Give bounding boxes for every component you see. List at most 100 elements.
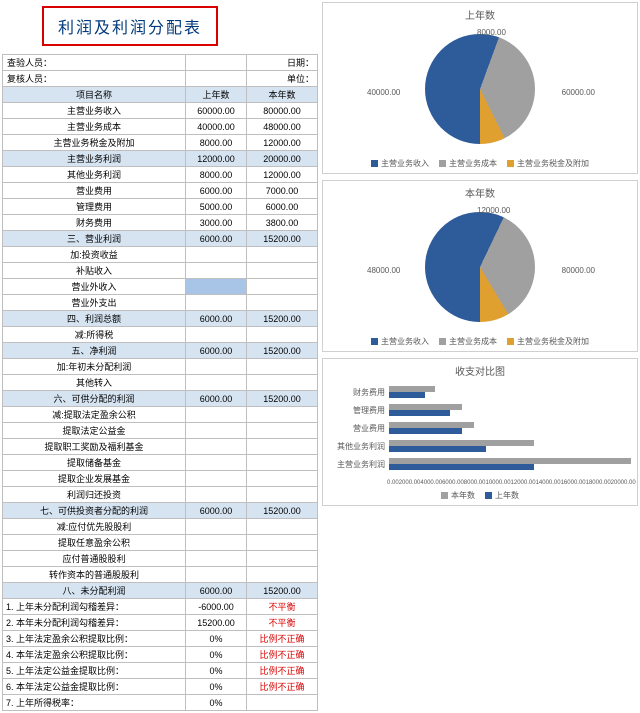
- row-prev[interactable]: [186, 519, 247, 535]
- table-row: 利润归还投资: [3, 487, 318, 503]
- report-title: 利润及利润分配表: [42, 6, 218, 46]
- col-prev: 上年数: [186, 87, 247, 103]
- row-prev[interactable]: [186, 439, 247, 455]
- row-prev[interactable]: 6000.00: [186, 183, 247, 199]
- bar-prev: [389, 410, 450, 416]
- row-curr[interactable]: [246, 263, 317, 279]
- row-curr[interactable]: [246, 423, 317, 439]
- row-curr[interactable]: [246, 359, 317, 375]
- row-curr[interactable]: 48000.00: [246, 119, 317, 135]
- table-row: 七、可供投资者分配的利润6000.0015200.00: [3, 503, 318, 519]
- row-curr[interactable]: [246, 471, 317, 487]
- check-val: 0%: [186, 663, 247, 679]
- check-val: 0%: [186, 695, 247, 711]
- row-prev[interactable]: [186, 535, 247, 551]
- row-curr[interactable]: [246, 247, 317, 263]
- row-prev[interactable]: [186, 487, 247, 503]
- bar-label: 财务费用: [329, 387, 389, 398]
- row-curr[interactable]: [246, 295, 317, 311]
- row-prev[interactable]: 12000.00: [186, 151, 247, 167]
- row-curr[interactable]: [246, 439, 317, 455]
- row-prev[interactable]: 40000.00: [186, 119, 247, 135]
- row-curr[interactable]: 15200.00: [246, 583, 317, 599]
- row-curr[interactable]: 3800.00: [246, 215, 317, 231]
- bar-panel: 收支对比图 财务费用管理费用营业费用其他业务利润主营业务利润 0.002000.…: [322, 358, 638, 506]
- row-curr[interactable]: [246, 551, 317, 567]
- row-label: 其他业务利润: [3, 167, 186, 183]
- check-row: 1. 上年未分配利润勾稽差异：-6000.00不平衡: [3, 599, 318, 615]
- check-row: 7. 上年所得税率：0%: [3, 695, 318, 711]
- table-row: 提取职工奖励及福利基金: [3, 439, 318, 455]
- row-prev[interactable]: 6000.00: [186, 343, 247, 359]
- unit-label: 单位：: [246, 71, 317, 87]
- row-curr[interactable]: 12000.00: [246, 135, 317, 151]
- row-prev[interactable]: 60000.00: [186, 103, 247, 119]
- row-prev[interactable]: [186, 247, 247, 263]
- row-prev[interactable]: [186, 263, 247, 279]
- check-label: 4. 本年法定盈余公积提取比例：: [3, 647, 186, 663]
- row-prev[interactable]: 5000.00: [186, 199, 247, 215]
- row-prev[interactable]: 6000.00: [186, 583, 247, 599]
- row-curr[interactable]: [246, 487, 317, 503]
- row-prev[interactable]: 8000.00: [186, 135, 247, 151]
- row-prev[interactable]: [186, 327, 247, 343]
- table-row: 四、利润总额6000.0015200.00: [3, 311, 318, 327]
- row-prev[interactable]: 6000.00: [186, 391, 247, 407]
- pie-curr-dl0: 80000.00: [562, 266, 595, 275]
- row-prev[interactable]: [186, 423, 247, 439]
- row-label: 管理费用: [3, 199, 186, 215]
- check-note: [246, 695, 317, 711]
- table-row: 转作资本的普通股股利: [3, 567, 318, 583]
- row-prev[interactable]: 6000.00: [186, 231, 247, 247]
- check-val: 0%: [186, 647, 247, 663]
- bar-label: 主营业务利润: [329, 459, 389, 470]
- row-prev[interactable]: [186, 407, 247, 423]
- row-curr[interactable]: [246, 407, 317, 423]
- bar-prev: [389, 428, 462, 434]
- row-curr[interactable]: 15200.00: [246, 391, 317, 407]
- row-prev[interactable]: 3000.00: [186, 215, 247, 231]
- auditor-value[interactable]: [186, 55, 247, 71]
- row-label: 提取法定公益金: [3, 423, 186, 439]
- row-prev[interactable]: [186, 295, 247, 311]
- row-prev[interactable]: [186, 359, 247, 375]
- reviewer-value[interactable]: [186, 71, 247, 87]
- row-curr[interactable]: [246, 327, 317, 343]
- row-label: 加:年初未分配利润: [3, 359, 186, 375]
- row-curr[interactable]: 15200.00: [246, 503, 317, 519]
- bar-prev: [389, 464, 534, 470]
- row-prev[interactable]: 8000.00: [186, 167, 247, 183]
- check-row: 3. 上年法定盈余公积提取比例：0%比例不正确: [3, 631, 318, 647]
- row-curr[interactable]: 7000.00: [246, 183, 317, 199]
- row-label: 减:所得税: [3, 327, 186, 343]
- row-curr[interactable]: [246, 535, 317, 551]
- row-prev[interactable]: [186, 567, 247, 583]
- row-prev[interactable]: [186, 455, 247, 471]
- bar-label: 其他业务利润: [329, 441, 389, 452]
- row-curr[interactable]: [246, 455, 317, 471]
- row-prev[interactable]: 6000.00: [186, 503, 247, 519]
- row-curr[interactable]: [246, 279, 317, 295]
- row-curr[interactable]: 15200.00: [246, 311, 317, 327]
- row-prev[interactable]: 6000.00: [186, 311, 247, 327]
- row-curr[interactable]: 15200.00: [246, 231, 317, 247]
- row-curr[interactable]: [246, 375, 317, 391]
- row-prev[interactable]: [186, 551, 247, 567]
- row-prev[interactable]: [186, 471, 247, 487]
- row-curr[interactable]: 80000.00: [246, 103, 317, 119]
- row-curr[interactable]: 6000.00: [246, 199, 317, 215]
- row-prev[interactable]: [186, 279, 247, 295]
- row-curr[interactable]: 12000.00: [246, 167, 317, 183]
- row-curr[interactable]: 20000.00: [246, 151, 317, 167]
- row-curr[interactable]: [246, 567, 317, 583]
- row-prev[interactable]: [186, 375, 247, 391]
- check-note: 比例不正确: [246, 647, 317, 663]
- row-label: 提取企业发展基金: [3, 471, 186, 487]
- row-curr[interactable]: 15200.00: [246, 343, 317, 359]
- table-row: 主营业务成本40000.0048000.00: [3, 119, 318, 135]
- row-label: 三、营业利润: [3, 231, 186, 247]
- col-curr: 本年数: [246, 87, 317, 103]
- row-curr[interactable]: [246, 519, 317, 535]
- bar-label: 管理费用: [329, 405, 389, 416]
- table-row: 减:应付优先股股利: [3, 519, 318, 535]
